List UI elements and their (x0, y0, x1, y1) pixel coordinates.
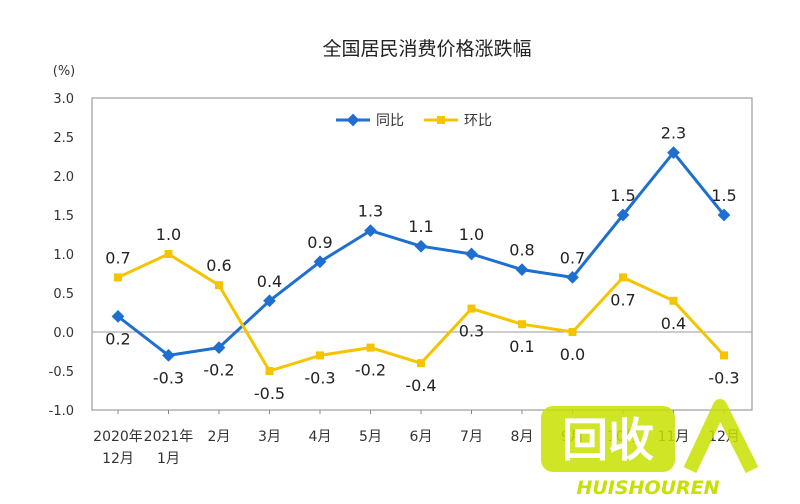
watermark-badge (541, 406, 675, 472)
legend-label: 环比 (464, 113, 492, 129)
data-label: -0.3 (708, 368, 739, 387)
x-tick-label: 2020年 12月 (93, 429, 143, 467)
data-label: 0.0 (560, 345, 585, 364)
data-label: 0.2 (105, 329, 130, 348)
legend-label: 同比 (376, 113, 404, 129)
legend-marker-mom (437, 116, 445, 124)
data-point-mom (619, 273, 627, 282)
data-point-yoy (263, 294, 276, 308)
data-point-yoy (364, 224, 377, 237)
data-point-yoy (111, 310, 125, 323)
data-label: 1.5 (610, 186, 635, 205)
y-tick-label: -1.0 (49, 404, 74, 419)
data-point-mom (215, 281, 223, 290)
legend-marker-yoy (346, 113, 360, 127)
x-tick-label: 3月 (258, 429, 281, 445)
y-tick-label: 3.0 (53, 92, 74, 107)
data-label: 0.7 (560, 248, 585, 267)
watermark-subtext: HUISHOUREN (576, 477, 719, 499)
watermark-logo: 回收 HUISHOUREN (541, 399, 759, 499)
data-label: 0.8 (509, 241, 534, 260)
data-labels: 0.2 -0.3 -0.2 0.4 0.9 1.3 1.1 1.0 0.8 0.7 1.5 2.3 1.… (105, 124, 739, 403)
data-label: 1.3 (358, 202, 383, 221)
data-label: -0.3 (304, 368, 335, 387)
data-point-mom (518, 320, 526, 329)
series-markers (111, 146, 731, 375)
y-unit-label: (%) (53, 64, 76, 79)
data-label: 1.0 (459, 225, 484, 244)
y-tick-label: -0.5 (49, 365, 74, 380)
data-point-mom (568, 328, 577, 336)
data-label: 0.7 (610, 290, 635, 309)
data-point-yoy (212, 341, 226, 354)
y-axis: 3.0 2.5 2.0 1.5 1.0 0.5 0.0 -0.5 -1.0 (49, 92, 752, 419)
data-label: -0.3 (153, 368, 184, 387)
plot-area-border (91, 97, 753, 411)
y-tick-label: 0.0 (53, 326, 74, 341)
chart-title: 全国居民消费价格涨跌幅 (322, 38, 531, 60)
y-tick-label: 1.5 (53, 209, 74, 224)
watermark-text: 回收 (562, 413, 654, 467)
data-point-mom (265, 367, 274, 375)
data-point-yoy (162, 349, 175, 362)
data-label: 2.3 (661, 124, 686, 143)
data-point-mom (366, 343, 375, 352)
data-label: 0.9 (307, 233, 332, 252)
data-label: 0.1 (509, 337, 534, 356)
x-tick-label: 6月 (410, 429, 433, 445)
data-point-mom (669, 296, 678, 305)
x-tick-label: 5月 (359, 429, 382, 445)
x-tick-label: 2021年 1月 (144, 429, 194, 467)
y-tick-label: 1.0 (53, 248, 74, 263)
x-tick-label: 8月 (511, 429, 534, 445)
data-label: -0.5 (254, 384, 285, 403)
data-point-mom (164, 250, 173, 258)
data-label: -0.4 (405, 376, 436, 395)
data-label: -0.2 (203, 361, 234, 380)
x-tick-label: 2月 (208, 429, 231, 445)
data-point-yoy (313, 255, 327, 269)
y-tick-label: 2.5 (53, 131, 74, 146)
data-point-mom (417, 359, 425, 368)
data-point-yoy (414, 239, 428, 253)
y-tick-label: 2.0 (53, 170, 74, 185)
data-point-mom (720, 351, 728, 360)
x-tick-label: 4月 (309, 429, 332, 445)
data-point-yoy (515, 263, 529, 276)
data-label: 0.7 (105, 248, 130, 267)
data-label: 0.4 (257, 272, 282, 291)
x-tick-label: 7月 (460, 429, 483, 445)
data-label: 0.3 (459, 322, 484, 341)
data-label: 1.1 (408, 217, 433, 236)
data-label: -0.2 (355, 361, 386, 380)
y-tick-label: 0.5 (53, 287, 74, 302)
data-point-mom (114, 273, 122, 282)
data-label: 1.5 (711, 186, 736, 205)
data-label: 1.0 (156, 225, 181, 244)
data-label: 0.6 (206, 256, 231, 275)
data-point-mom (467, 304, 476, 313)
legend: 同比 环比 (336, 113, 492, 129)
watermark-peak-shape (683, 399, 759, 474)
data-label: 0.4 (661, 314, 686, 333)
data-point-yoy (465, 247, 478, 261)
data-point-mom (316, 351, 324, 360)
series-line-0 (117, 151, 726, 357)
